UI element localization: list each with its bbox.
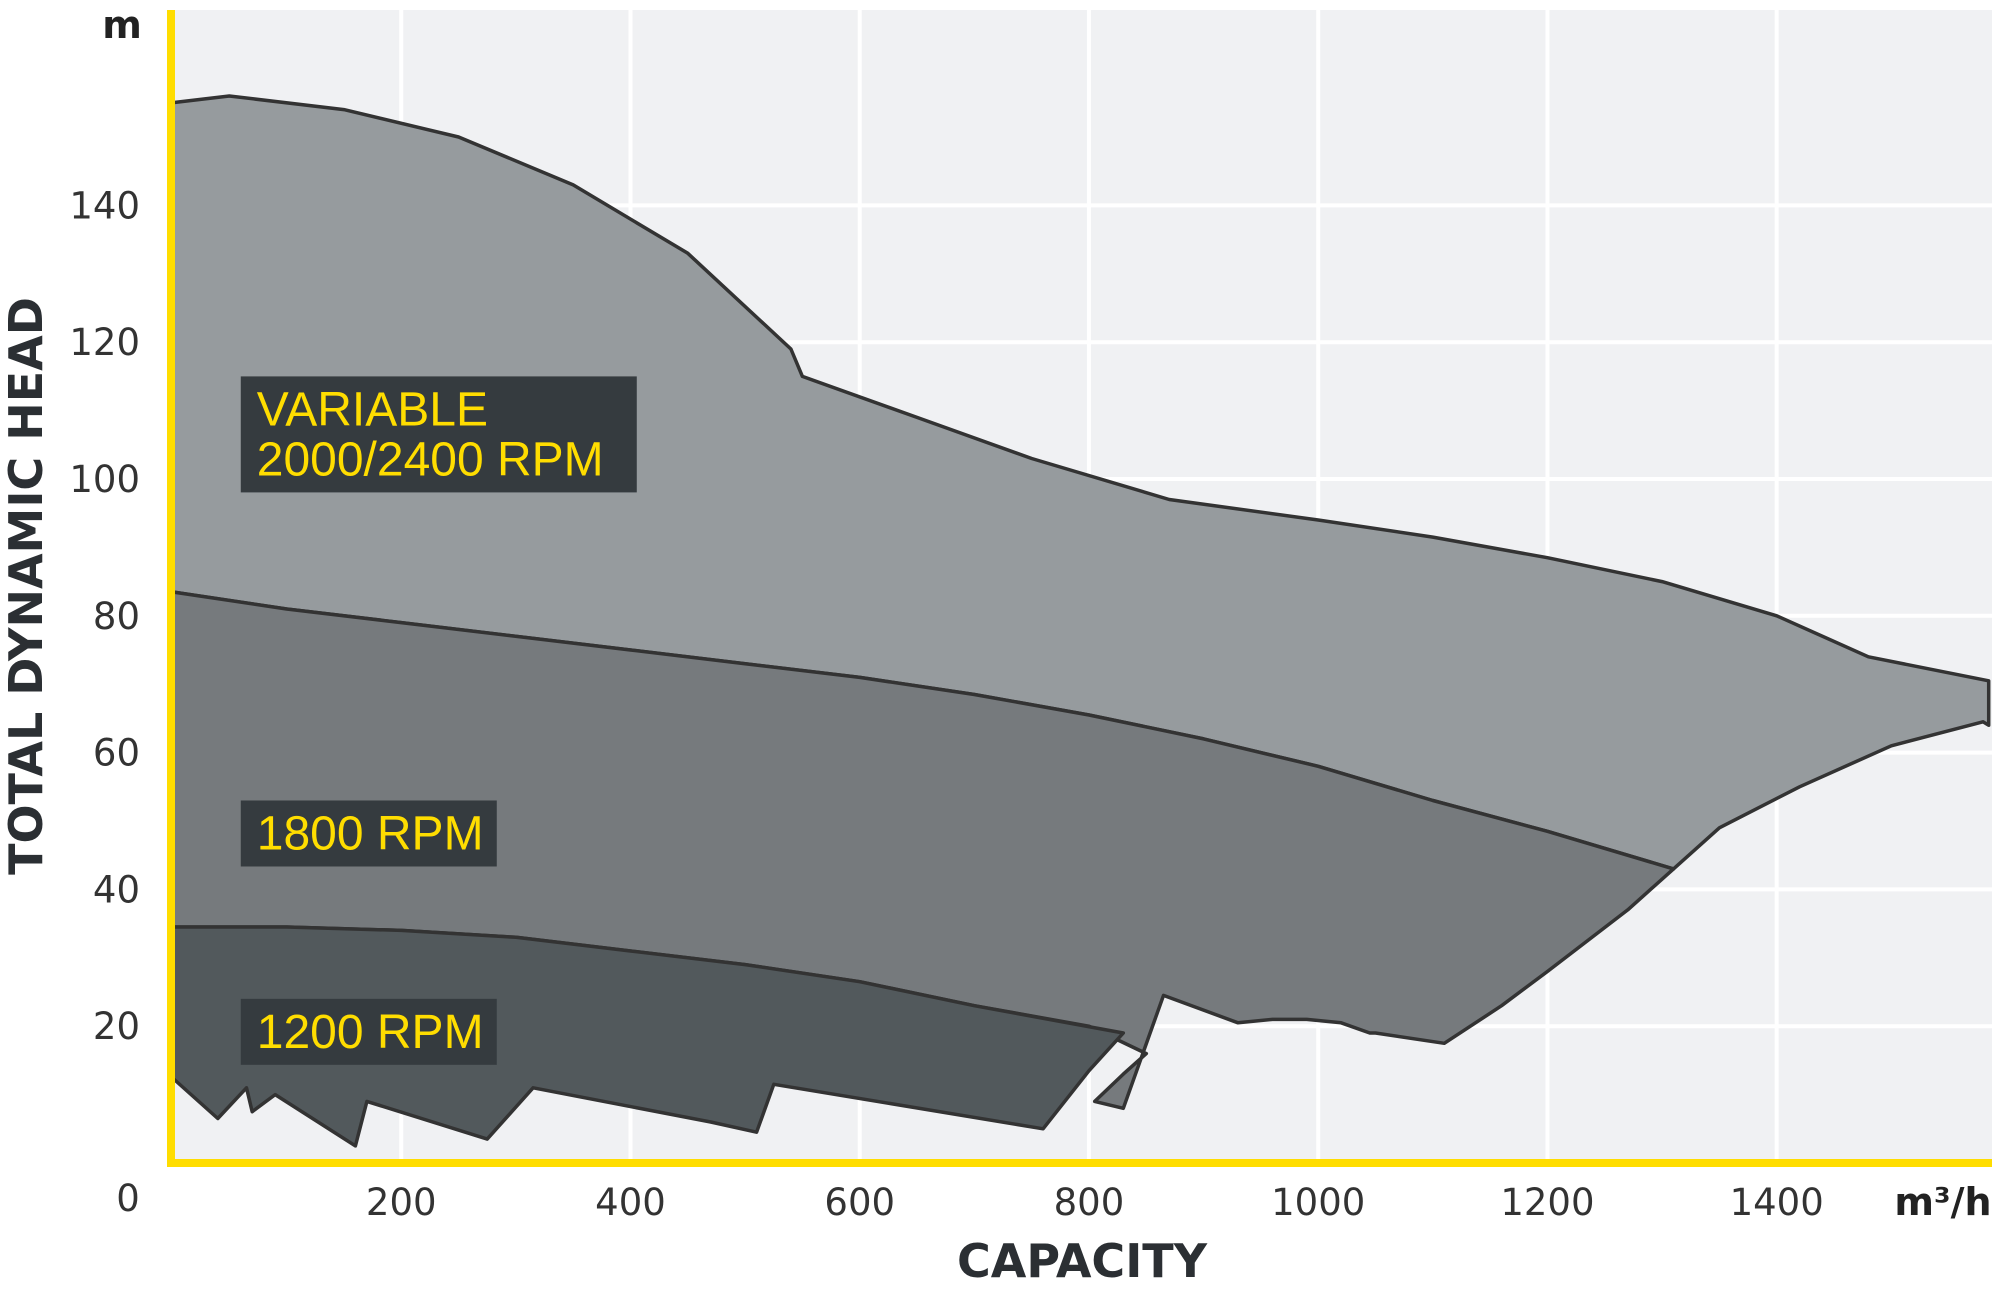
y-tick-label-100: 100 — [69, 458, 140, 501]
variable-rpm-label-line-2: 2000/2400 RPM — [257, 433, 604, 486]
y-tick-label-120: 120 — [69, 321, 140, 364]
x-tick-label-800: 800 — [1054, 1181, 1125, 1224]
y-tick-label-60: 60 — [93, 732, 140, 775]
x-tick-label-1000: 1000 — [1271, 1181, 1365, 1224]
y-tick-label-140: 140 — [69, 184, 140, 227]
x-tick-label-400: 400 — [595, 1181, 666, 1224]
tick-labels: 200 400 600 800 1000 1200 14002040608010012014… — [69, 184, 1823, 1224]
x-tick-label-200: 200 — [366, 1181, 437, 1224]
series-areas — [170, 94, 1991, 1148]
origin-label: 0 — [116, 1177, 140, 1220]
rpm-1800-label: 1800 RPM — [240, 800, 497, 867]
axes — [167, 10, 1992, 1167]
rpm-1200-label: 1200 RPM — [240, 998, 497, 1065]
variable-rpm-label-box — [240, 376, 637, 493]
x-tick-label-1200: 1200 — [1500, 1181, 1594, 1224]
x-tick-label-600: 600 — [824, 1181, 895, 1224]
y-tick-label-80: 80 — [93, 595, 140, 638]
rpm-1800-label-line-1: 1800 RPM — [257, 807, 484, 860]
x-unit-label: m³/h — [1894, 1180, 1991, 1224]
rpm-1200-label-box — [240, 998, 497, 1065]
y-tick-label-40: 40 — [93, 868, 140, 911]
rpm-1800-label-box — [240, 800, 497, 867]
y-unit-label: m — [102, 3, 142, 47]
y-tick-label-20: 20 — [93, 1005, 140, 1048]
rpm-1200-label-line-1: 1200 RPM — [257, 1006, 484, 1059]
x-tick-label-1400: 1400 — [1730, 1181, 1824, 1224]
y-axis-title: TOTAL DYNAMIC HEAD — [0, 297, 53, 875]
variable-rpm-label-line-1: VARIABLE — [257, 383, 488, 436]
x-axis-title: CAPACITY — [957, 1234, 1208, 1288]
rpm-1200-area — [170, 925, 1126, 1148]
